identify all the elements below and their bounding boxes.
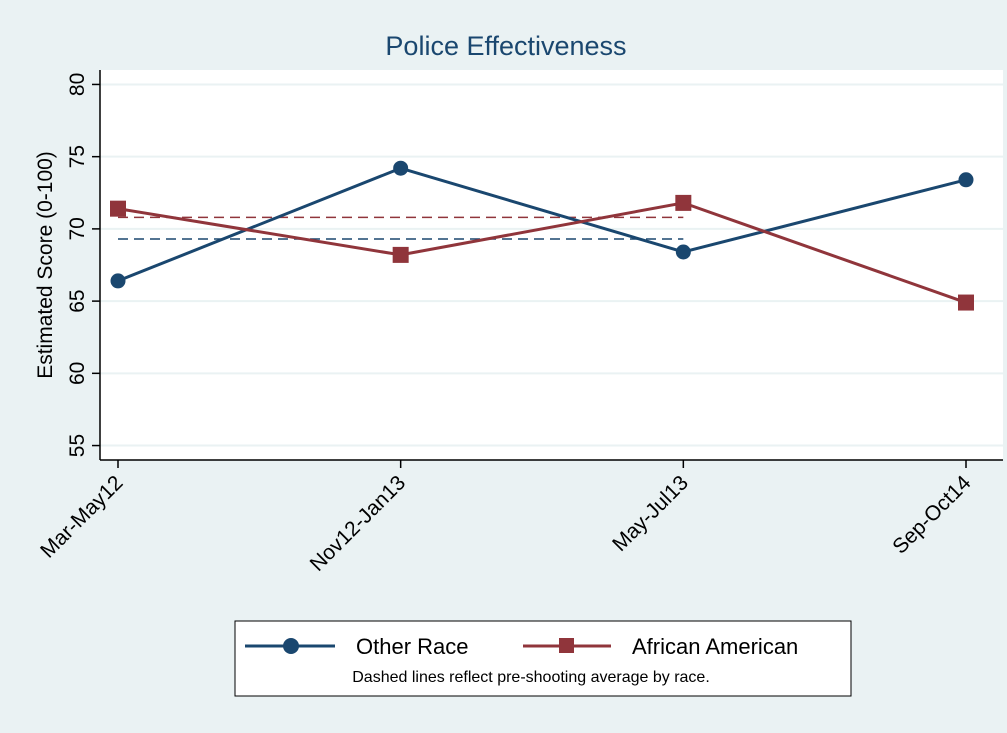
- y-axis-title: Estimated Score (0-100): [34, 151, 57, 379]
- y-tick-label-75: 75: [66, 145, 89, 168]
- data-point-other-race-may-jul13: [675, 244, 691, 260]
- legend-box: [234, 620, 852, 697]
- data-point-other-race-nov12-jan13: [393, 160, 409, 176]
- legend-label-other-race: Other Race: [356, 634, 469, 659]
- legend-marker-african-american: [559, 638, 574, 653]
- data-point-other-race-sep-oct14: [958, 172, 974, 188]
- chart-title: Police Effectiveness: [385, 31, 626, 61]
- reference-lines: [118, 216, 684, 240]
- y-tick-label-80: 80: [66, 73, 89, 96]
- data-point-other-race-mar-may12: [110, 273, 126, 289]
- data-point-african-american-nov12-jan13: [392, 246, 409, 263]
- series-line-other-race: [117, 166, 967, 283]
- data-point-african-american-mar-may12: [110, 200, 126, 217]
- series-line-african-american: [117, 201, 967, 304]
- y-tick-label-60: 60: [66, 362, 89, 385]
- series-lines: [110, 160, 974, 311]
- y-tick-label-55: 55: [66, 434, 89, 457]
- legend: Other Race African American Dashed lines…: [234, 620, 852, 697]
- legend-marker-other-race: [283, 638, 299, 654]
- legend-note: Dashed lines reflect pre-shooting averag…: [352, 669, 710, 686]
- data-point-african-american-may-jul13: [675, 194, 692, 211]
- data-point-african-american-sep-oct14: [958, 294, 974, 311]
- y-tick-label-65: 65: [66, 289, 89, 312]
- y-tick-label-70: 70: [66, 217, 89, 240]
- plot-area: [100, 70, 1003, 460]
- legend-label-african-american: African American: [632, 634, 798, 659]
